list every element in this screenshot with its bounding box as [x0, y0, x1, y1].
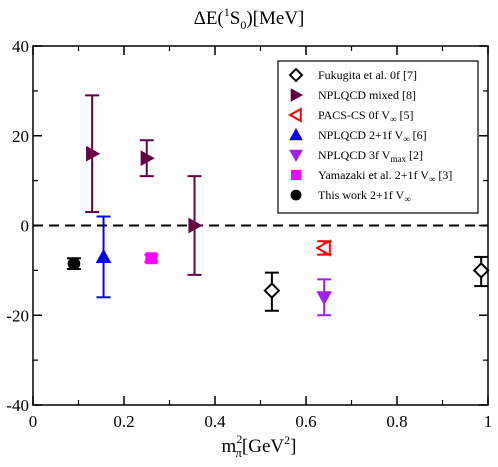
legend-marker [289, 127, 303, 141]
legend-marker [290, 169, 302, 181]
x-tick-label: 0.4 [204, 412, 226, 431]
legend-label: NPLQCD 3f Vmax [2] [318, 148, 423, 164]
data-point [315, 239, 331, 257]
title-main: ΔE( [194, 8, 224, 29]
y-tick-label: -40 [6, 396, 29, 415]
legend-label: NPLQCD mixed [8] [318, 88, 416, 102]
x-tick-label: 0 [29, 412, 38, 431]
data-point [472, 261, 490, 279]
legend-marker [288, 67, 304, 83]
xlabel-sup2: 2 [284, 433, 290, 447]
y-tick-label: 0 [21, 217, 30, 236]
legend-marker [287, 107, 302, 123]
data-point [67, 257, 81, 270]
data-point [263, 282, 281, 299]
x-axis-label: m2 π[GeV2] [222, 432, 297, 460]
y-tick-label: 20 [12, 127, 29, 146]
x-tick-label: 0.6 [295, 412, 316, 431]
x-tick-label: 0.2 [113, 412, 134, 431]
title-sub: 0 [240, 18, 246, 32]
y-tick-label: 40 [12, 37, 29, 56]
chart-title: ΔE(1S0)[MeV] [194, 5, 305, 32]
x-tick-label: 1 [484, 412, 493, 431]
xlabel-main: m [222, 436, 237, 457]
legend-label: This work 2+1f V∞ [318, 188, 411, 204]
legend-label: Yamazaki et al. 2+1f V∞ [3] [318, 168, 452, 184]
plot-area: 0 0.2 0.4 0.6 0.8 1 -40 -20 0 20 40 [6, 37, 492, 431]
legend: Fukugita et al. 0f [7] NPLQCD mixed [8] PA… [277, 60, 479, 214]
legend-label: PACS-CS 0f V∞ [5] [318, 108, 413, 124]
y-tick-label: -20 [6, 306, 29, 325]
title-mid: S [230, 8, 241, 29]
title-sup: 1 [224, 5, 230, 19]
legend-marker [290, 88, 304, 102]
data-point [145, 252, 158, 265]
xlabel-sup: 2 [236, 432, 242, 446]
data-point [86, 145, 101, 162]
legend-label: NPLQCD 2+1f V∞ [6] [318, 128, 427, 144]
legend-box [277, 60, 479, 214]
data-point [140, 150, 155, 167]
xlabel-sub: π [235, 445, 242, 460]
data-point [316, 291, 333, 306]
xlabel-tail: [GeV [242, 436, 284, 457]
legend-marker [289, 149, 303, 163]
legend-marker [290, 189, 302, 201]
data-point [95, 248, 112, 264]
title-tail: )[MeV] [246, 8, 304, 29]
x-tick-label: 0.8 [386, 412, 407, 431]
data-point [188, 217, 203, 234]
xlabel-end: ] [290, 436, 296, 457]
legend-label: Fukugita et al. 0f [7] [318, 68, 417, 82]
